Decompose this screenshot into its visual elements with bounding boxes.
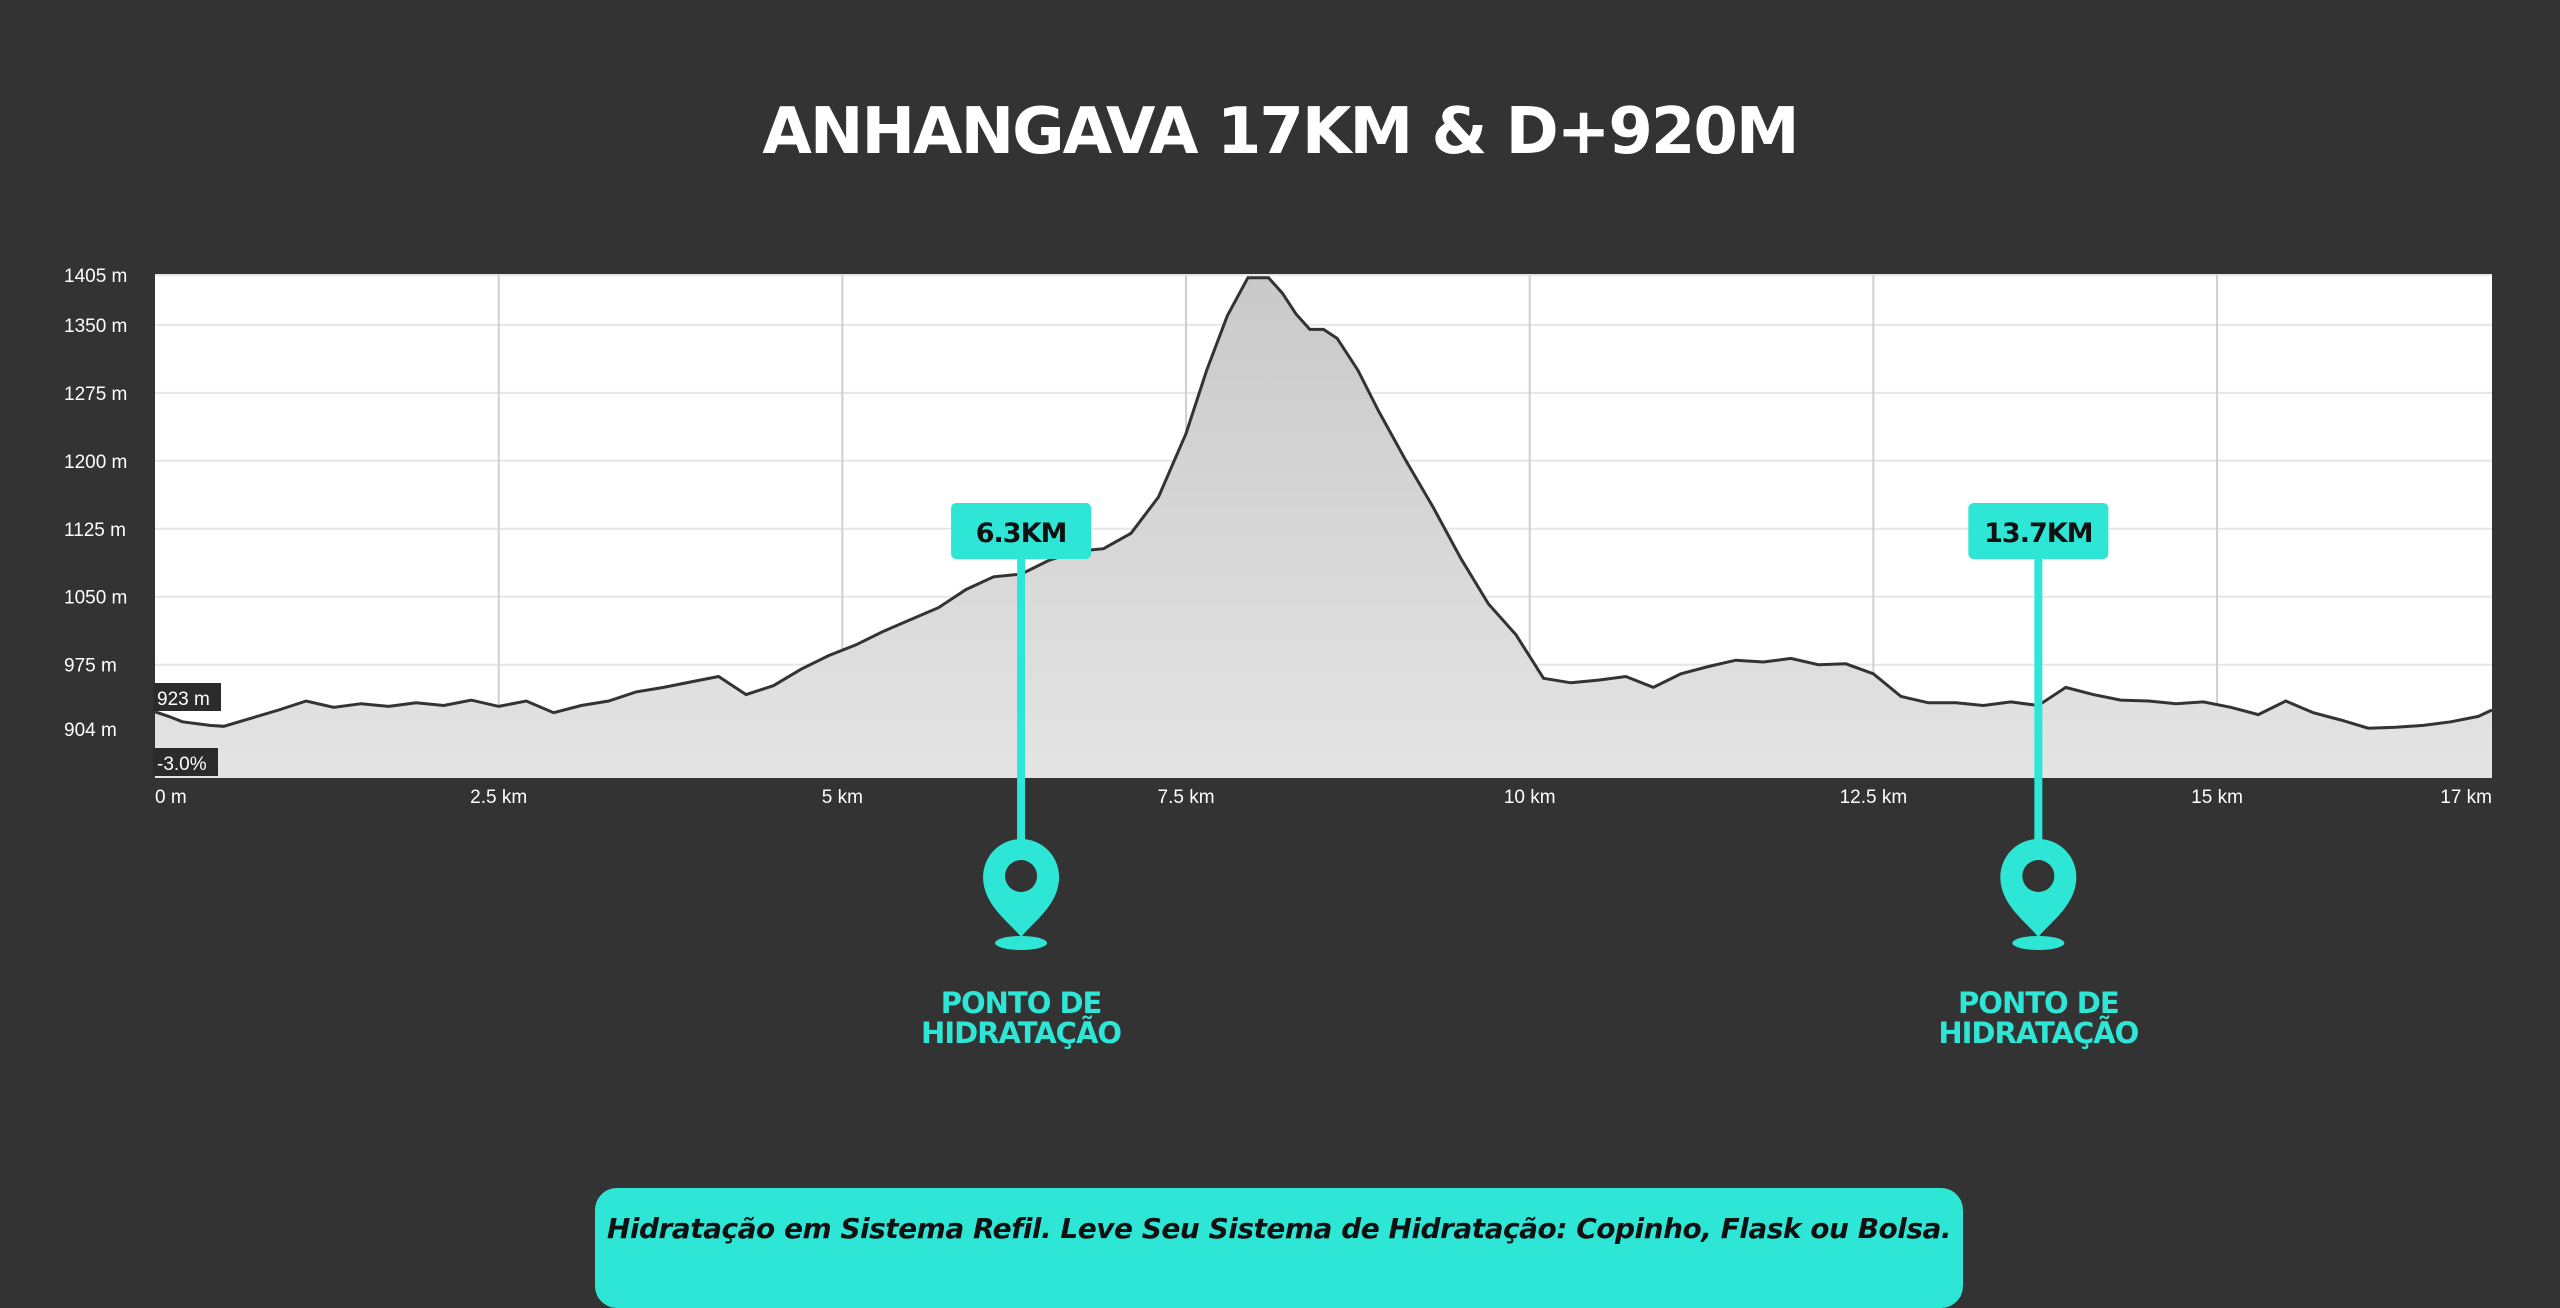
map-pin-shadow: [995, 936, 1048, 950]
x-tick-label: 17 km: [2440, 787, 2492, 808]
x-tick-label: 7.5 km: [1158, 787, 1215, 808]
y-tick-label: 1405 m: [64, 266, 127, 287]
caption-line-2: HIDRATAÇÃO: [1938, 1016, 2139, 1050]
caption-line-1: PONTO DE: [1958, 986, 2120, 1020]
x-tick-label: 10 km: [1504, 787, 1556, 808]
x-tick-label: 15 km: [2191, 787, 2243, 808]
hydration-point-caption: PONTO DE HIDRATAÇÃO: [1878, 988, 2198, 1048]
map-pin-hole: [2022, 860, 2055, 892]
map-pin-shadow: [2012, 936, 2065, 950]
info-banner: Hidratação em Sistema Refil. Leve Seu Si…: [595, 1188, 1963, 1308]
y-tick-label: 904 m: [64, 720, 117, 741]
y-tick-label: 975 m: [64, 656, 117, 677]
km-label-box: [951, 503, 1092, 559]
elevation-area: [155, 277, 2492, 778]
y-tick-label: 1200 m: [64, 452, 127, 473]
y-tick-label: 1125 m: [64, 520, 126, 541]
y-tick-label: 1050 m: [64, 588, 127, 609]
km-label: 6.3KM: [976, 518, 1067, 549]
hydration-marker: 6.3KM: [951, 503, 1092, 950]
cursor-elevation-box: 923 m: [153, 683, 221, 711]
hydration-marker: 13.7KM: [1968, 503, 2109, 950]
cursor-grade-label: -3.0%: [157, 754, 207, 775]
elevation-line: [154, 276, 2493, 730]
km-label-box: [1968, 503, 2109, 559]
elevation-chart: 1405 m 1350 m 1275 m 1200 m 1125 m 1050 m 975 …: [64, 266, 2493, 950]
km-label: 13.7KM: [1984, 518, 2092, 549]
cursor-grade-box: -3.0%: [153, 748, 218, 776]
x-tick-label: 0 m: [155, 787, 187, 808]
caption-line-1: PONTO DE: [940, 986, 1103, 1020]
hydration-point-caption: PONTO DE HIDRATAÇÃO: [861, 988, 1181, 1048]
hydration-info-text: Hidratação em Sistema Refil. Leve Seu Si…: [606, 1212, 1952, 1245]
y-tick-label: 1350 m: [64, 316, 127, 337]
x-tick-label: 5 km: [822, 787, 863, 808]
x-tick-label: 2.5 km: [470, 787, 527, 808]
y-tick-label: 1275 m: [64, 384, 127, 405]
caption-line-2: HIDRATAÇÃO: [921, 1016, 1122, 1050]
x-tick-label: 12.5 km: [1840, 787, 1908, 808]
cursor-elevation-label: 923 m: [157, 689, 210, 710]
page-title: ANHANGAVA 17KM & D+920M: [762, 95, 1799, 169]
map-pin-hole: [1005, 860, 1038, 892]
